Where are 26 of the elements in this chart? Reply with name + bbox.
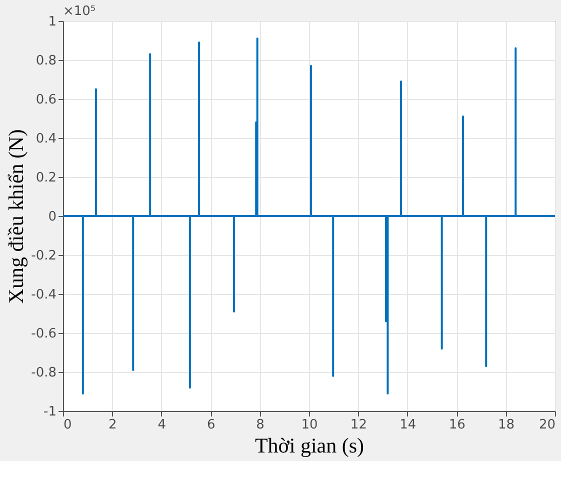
x-tick-label: 10 <box>301 418 318 432</box>
x-tick-label: 4 <box>158 418 166 432</box>
line-series <box>62 38 556 394</box>
x-tick-label: 16 <box>448 418 466 432</box>
y-tick-label: -1 <box>44 404 56 420</box>
x-tick-label: 2 <box>108 418 117 432</box>
x-tick-label: 6 <box>206 418 216 432</box>
y-axis-title: Xung điều khiển (N) <box>4 129 28 304</box>
y-tick-label: 0 <box>48 210 56 224</box>
y-tick-label: -0.8 <box>31 366 56 380</box>
x-tick-label: 14 <box>400 418 416 432</box>
y-tick-label: -0.4 <box>31 288 56 302</box>
x-axis-title: Thời gian (s) <box>254 434 364 458</box>
y-tick-label: 0.6 <box>36 92 56 108</box>
y-tick-label: -0.6 <box>31 326 56 342</box>
text: ×10⁵ <box>63 4 96 19</box>
y-tick-label: 1 <box>48 14 56 30</box>
x-tick-label: 0 <box>64 418 72 432</box>
x-tick-label: 20 <box>538 418 556 432</box>
x-tick-label: 18 <box>498 418 515 432</box>
x-tick-label: 12 <box>350 418 367 432</box>
y-tick-label: -0.2 <box>31 248 56 264</box>
x-tick-label: 8 <box>256 418 264 432</box>
y-tick-label: 0.2 <box>36 170 56 186</box>
y-tick-label: 0.8 <box>36 54 56 68</box>
y-tick-label: 0.4 <box>36 132 56 146</box>
